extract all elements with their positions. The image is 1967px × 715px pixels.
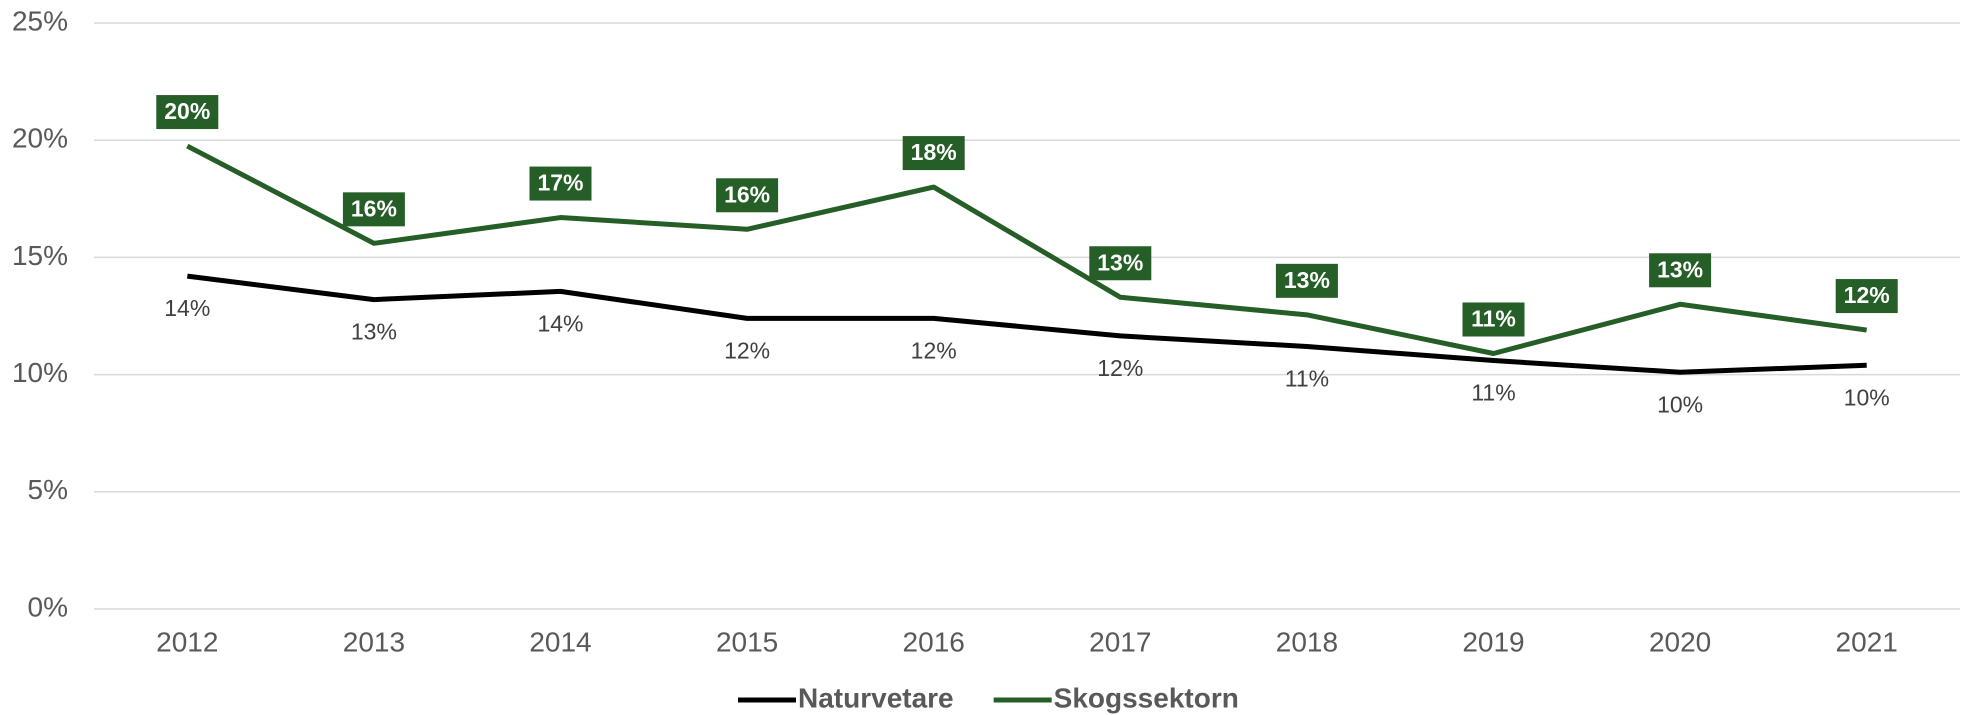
x-tick-label: 2014 <box>529 626 591 657</box>
data-label: 10% <box>1844 384 1890 410</box>
line <box>186 273 1867 375</box>
data-label-box <box>1089 246 1152 281</box>
x-tick-label: 2018 <box>1276 626 1338 657</box>
data-label: 17% <box>537 170 583 196</box>
data-label-box <box>342 192 405 227</box>
y-tick-label: 25% <box>12 5 68 36</box>
data-label: 11% <box>1471 380 1515 406</box>
data-label: 16% <box>724 181 770 207</box>
x-tick-label: 2016 <box>903 626 965 657</box>
data-label: 13% <box>1097 249 1143 275</box>
data-label: 10% <box>1657 391 1703 417</box>
legend-label: Skogssektorn <box>1054 682 1239 713</box>
data-label: 16% <box>351 195 397 221</box>
line <box>186 143 1868 357</box>
data-label: 12% <box>1097 355 1143 381</box>
x-tick-label: 2013 <box>343 626 405 657</box>
data-label: 18% <box>911 139 957 165</box>
data-label: 13% <box>1284 267 1330 293</box>
y-tick-label: 20% <box>12 123 68 154</box>
data-label-box <box>902 136 965 171</box>
y-tick-label: 15% <box>12 240 68 271</box>
x-tick-label: 2012 <box>156 626 218 657</box>
data-label: 12% <box>911 337 957 363</box>
data-label: 12% <box>724 337 770 363</box>
data-label: 20% <box>164 98 210 124</box>
data-label: 13% <box>1657 256 1703 282</box>
data-label: 14% <box>164 295 210 321</box>
x-tick-label: 2017 <box>1089 626 1151 657</box>
data-label: 11% <box>1285 366 1329 392</box>
x-tick-label: 2021 <box>1836 626 1898 657</box>
data-label: 14% <box>537 310 583 336</box>
data-label-box <box>156 95 219 130</box>
x-tick-label: 2020 <box>1649 626 1711 657</box>
x-tick-label: 2019 <box>1462 626 1524 657</box>
y-tick-label: 10% <box>12 357 68 388</box>
data-label: 13% <box>351 319 397 345</box>
data-label: 12% <box>1844 282 1890 308</box>
y-tick-label: 5% <box>28 474 68 505</box>
data-label-box <box>1462 302 1525 337</box>
y-tick-label: 0% <box>28 591 68 622</box>
data-label-box <box>529 166 592 201</box>
data-label-box <box>1275 263 1338 298</box>
legend-label: Naturvetare <box>798 682 954 713</box>
x-tick-label: 2015 <box>716 626 778 657</box>
data-label-box <box>1835 279 1898 314</box>
data-label-box <box>716 178 779 213</box>
data-label-box <box>1649 253 1712 288</box>
data-label: 11% <box>1471 306 1516 332</box>
